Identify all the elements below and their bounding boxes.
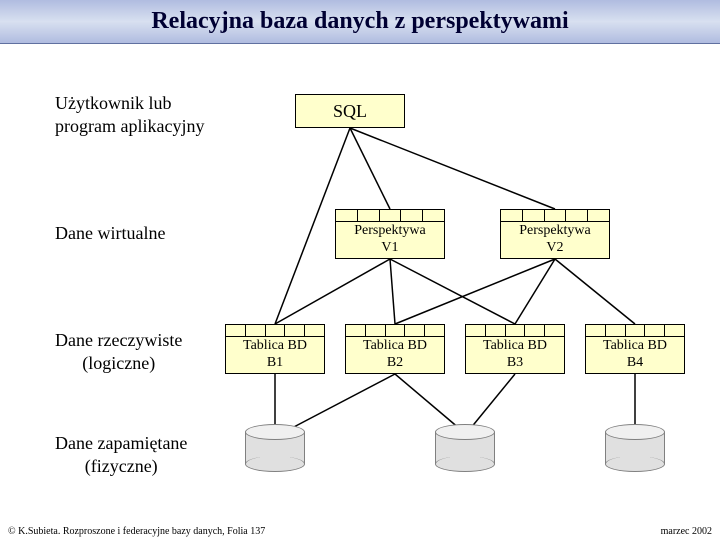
diagram-canvas: Użytkownik lub program aplikacyjny Dane … [0, 44, 720, 520]
storage-cylinder-3 [605, 424, 665, 464]
table-b4: Tablica BD B4 [585, 324, 685, 374]
table-b2: Tablica BD B2 [345, 324, 445, 374]
storage-cylinder-2 [435, 424, 495, 464]
sql-box: SQL [295, 94, 405, 128]
title-bar: Relacyjna baza danych z perspektywami [0, 0, 720, 44]
table-b1: Tablica BD B1 [225, 324, 325, 374]
label-user: Użytkownik lub program aplikacyjny [55, 92, 204, 137]
label-virtual: Dane wirtualne [55, 222, 165, 245]
table-b4-label: Tablica BD B4 [603, 338, 667, 372]
footer-right: marzec 2002 [661, 526, 712, 537]
sql-label: SQL [333, 101, 367, 122]
table-b1-label: Tablica BD B1 [243, 338, 307, 372]
table-b3: Tablica BD B3 [465, 324, 565, 374]
page-title: Relacyjna baza danych z perspektywami [151, 8, 568, 35]
label-real: Dane rzeczywiste (logiczne) [55, 329, 182, 374]
table-b3-label: Tablica BD B3 [483, 338, 547, 372]
table-b2-label: Tablica BD B2 [363, 338, 427, 372]
view-v1: Perspektywa V1 [335, 209, 445, 259]
label-stored: Dane zapamiętane (fizyczne) [55, 432, 187, 477]
view-v2-label: Perspektywa V2 [519, 223, 591, 257]
view-v1-label: Perspektywa V1 [354, 223, 426, 257]
footer-left: © K.Subieta. Rozproszone i federacyjne b… [8, 526, 265, 537]
footer: © K.Subieta. Rozproszone i federacyjne b… [8, 526, 712, 537]
storage-cylinder-1 [245, 424, 305, 464]
view-v2: Perspektywa V2 [500, 209, 610, 259]
